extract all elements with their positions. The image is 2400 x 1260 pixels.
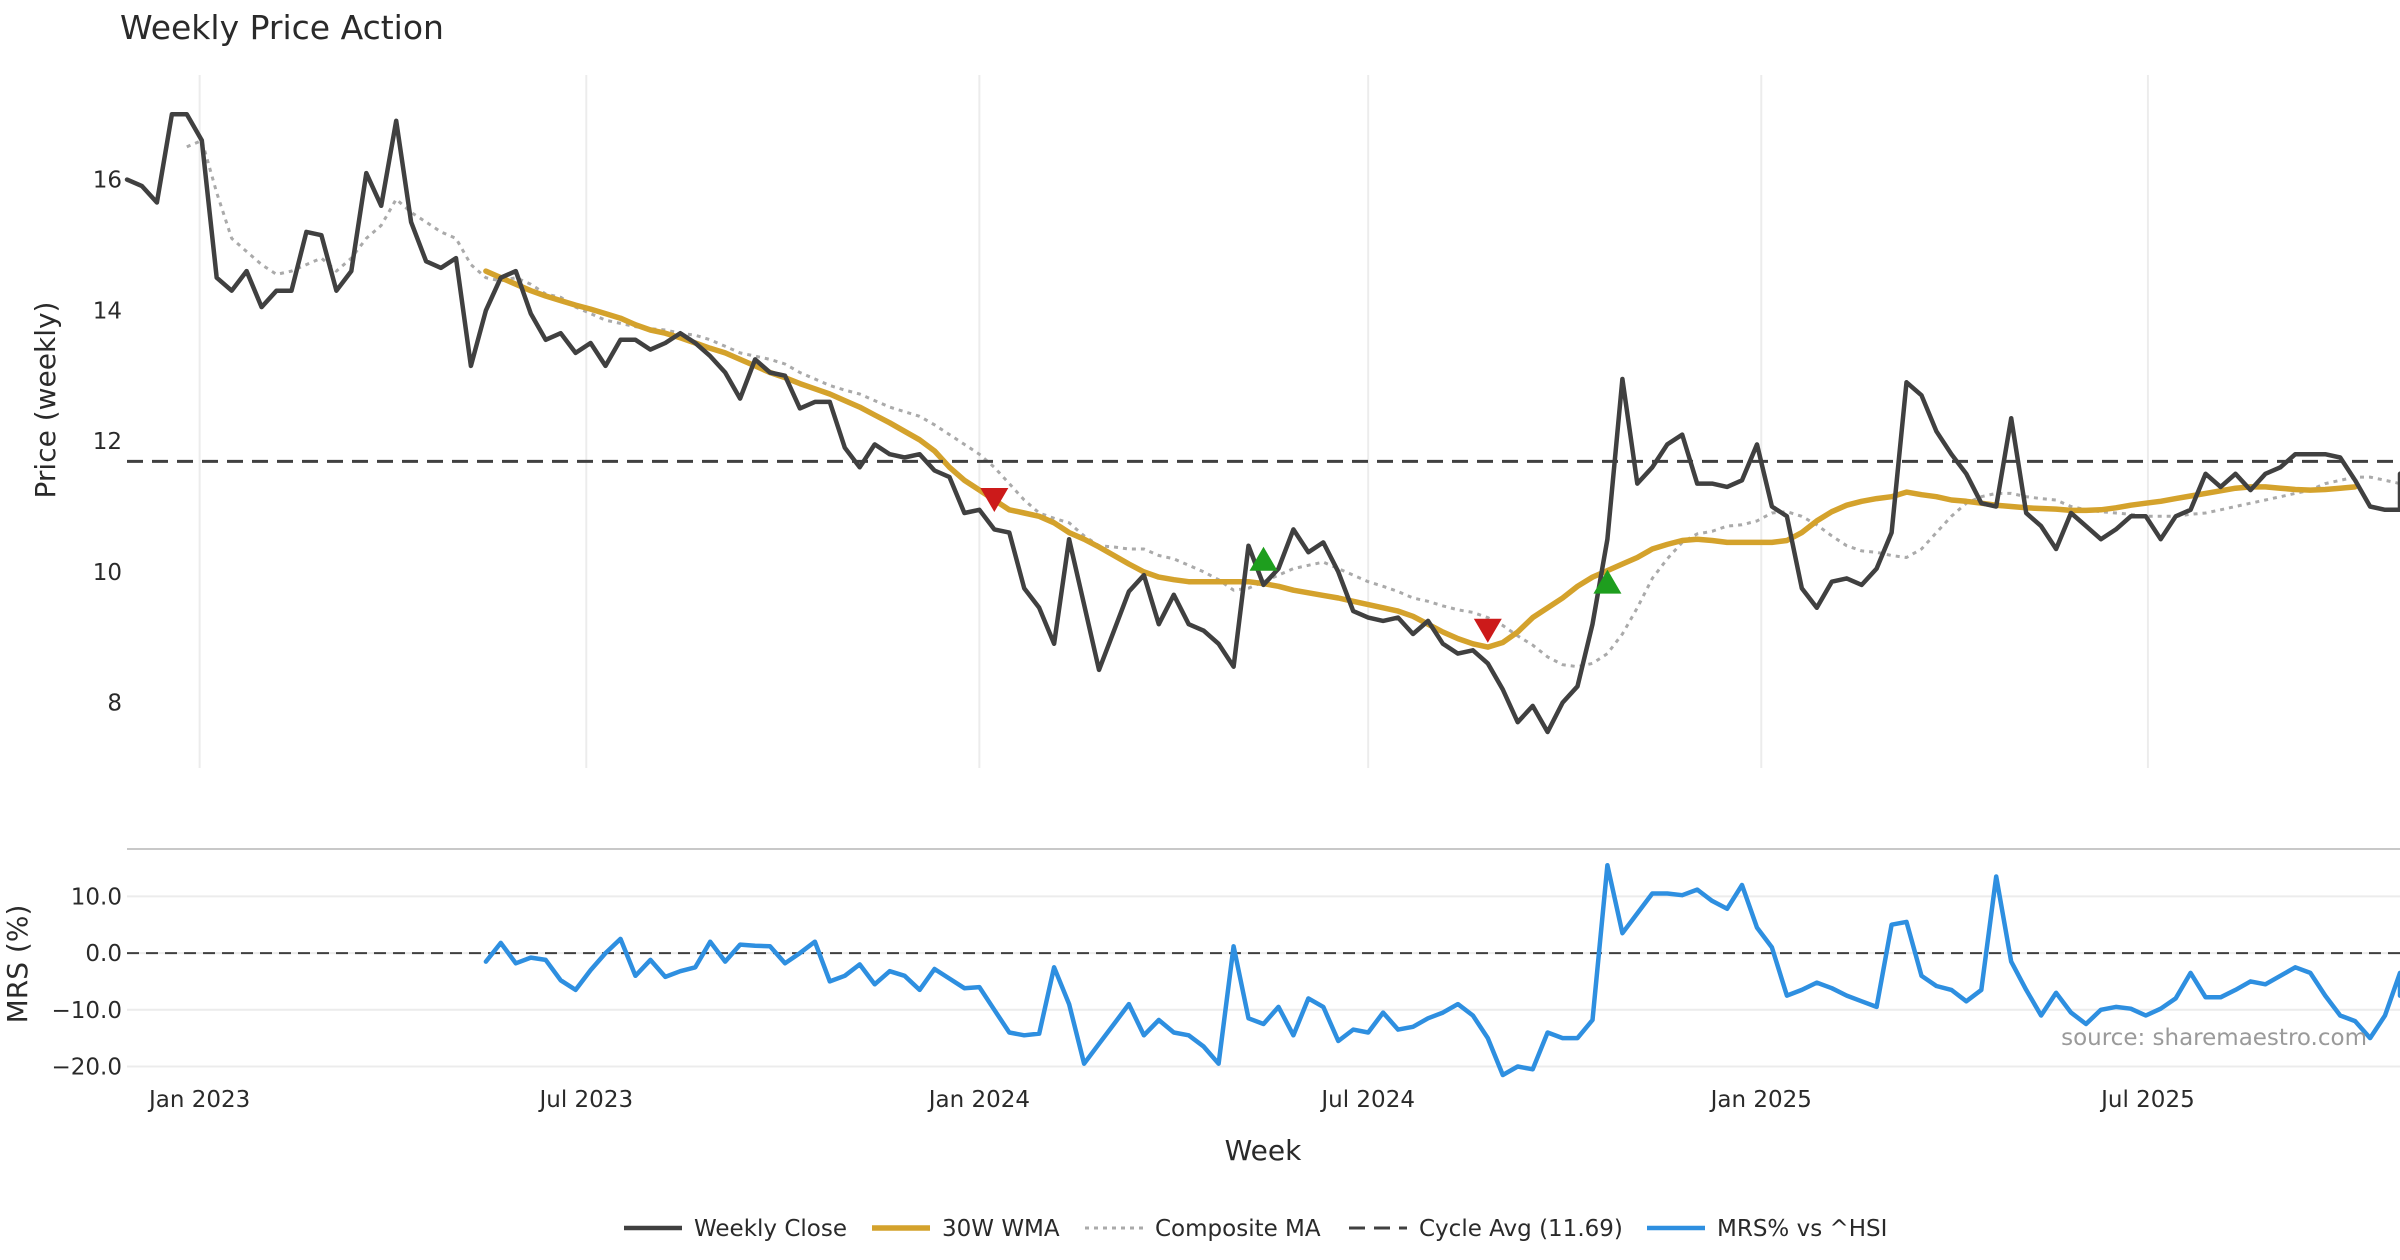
source-note: source: sharemaestro.com — [2061, 1025, 2367, 1051]
mrs-y-tick-label: 10.0 — [71, 884, 122, 910]
legend-item-30w-wma: 30W WMA — [872, 1216, 1060, 1242]
mrs-grid — [127, 895, 2400, 1068]
x-ticks: Jan 2023 Jul 2023 Jan 2024 Jul 2024 Jan 2025… — [147, 1087, 2195, 1113]
x-axis-label: Week — [1225, 1134, 1302, 1167]
x-tick-label: Jan 2024 — [927, 1087, 1030, 1113]
price-y-tick-label: 14 — [93, 298, 122, 324]
legend: Weekly Close 30W WMA Composite MA Cycle Avg… — [624, 1216, 1887, 1242]
price-y-tick-label: 12 — [93, 429, 122, 455]
signal-markers — [980, 487, 1622, 643]
mrs-y-tick-label: 0.0 — [85, 941, 122, 967]
mrs-y-ticks: 10.0 0.0 −10.0 −20.0 — [52, 884, 122, 1080]
price-y-axis-label: Price (weekly) — [29, 302, 62, 499]
legend-label: Composite MA — [1155, 1216, 1321, 1242]
weekly-close-line — [124, 111, 2400, 735]
x-tick-label: Jul 2024 — [1319, 1087, 1415, 1113]
30w-wma-line — [483, 268, 2358, 650]
legend-label: 30W WMA — [942, 1216, 1060, 1242]
sell-signal-marker — [980, 487, 1009, 512]
x-tick-label: Jan 2023 — [147, 1087, 250, 1113]
legend-item-composite-ma: Composite MA — [1085, 1216, 1321, 1242]
buy-signal-marker — [1249, 546, 1278, 571]
legend-label: Cycle Avg (11.69) — [1419, 1216, 1623, 1242]
price-grid — [198, 75, 2149, 768]
sell-signal-marker — [1473, 618, 1502, 643]
price-y-tick-label: 10 — [93, 560, 122, 586]
x-tick-label: Jan 2025 — [1709, 1087, 1812, 1113]
price-series — [124, 111, 2400, 735]
legend-item-weekly-close: Weekly Close — [624, 1216, 847, 1242]
mrs-series — [483, 862, 2400, 1078]
buy-signal-marker — [1593, 569, 1622, 594]
price-y-ticks: 8 10 12 14 16 — [93, 168, 122, 717]
mrs-vs-hsi-line — [483, 862, 2400, 1078]
mrs-y-tick-label: −20.0 — [52, 1054, 122, 1080]
price-y-tick-label: 16 — [93, 168, 122, 194]
mrs-y-axis-label: MRS (%) — [1, 905, 34, 1024]
legend-label: Weekly Close — [694, 1216, 847, 1242]
chart-title: Weekly Price Action — [120, 8, 444, 47]
legend-label: MRS% vs ^HSI — [1717, 1216, 1887, 1242]
mrs-y-tick-label: −10.0 — [52, 998, 122, 1024]
x-tick-label: Jul 2023 — [537, 1087, 633, 1113]
legend-item-mrs-vs-hsi: MRS% vs ^HSI — [1647, 1216, 1887, 1242]
x-tick-label: Jul 2025 — [2099, 1087, 2195, 1113]
price-y-tick-label: 8 — [107, 691, 122, 717]
legend-item-cycle-avg-11-69: Cycle Avg (11.69) — [1349, 1216, 1623, 1242]
